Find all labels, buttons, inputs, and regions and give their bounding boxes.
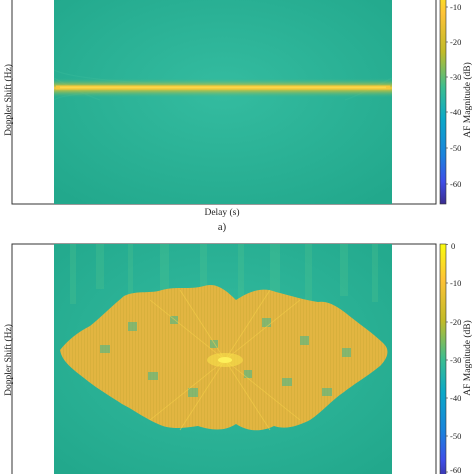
panel-b: Doppler Shift (Hz) 0 -10 -20 -30 -40 -50…	[3, 241, 473, 474]
panel-a-caption: a)	[218, 222, 227, 233]
panel-a-heatmap	[53, 0, 393, 204]
panel-a-cbar-tick-5: -60	[450, 179, 461, 189]
panel-b-colorbar-ticks	[446, 244, 448, 473]
panel-b-ylabel: Doppler Shift (Hz)	[3, 324, 14, 396]
panel-b-heatmap	[54, 244, 392, 474]
panel-b-cbar-tick-3: -30	[450, 355, 461, 365]
panel-b-cbar-tick-2: -20	[450, 317, 461, 327]
panel-b-peak	[218, 357, 232, 363]
panel-a-colorbar: -10 -20 -30 -40 -50 -60 AF Magnitude (dB…	[439, 0, 473, 205]
panel-a: Doppler Shift (Hz) Delay (s) a) -10 -20 …	[3, 0, 473, 233]
panel-a-cbar-tick-2: -30	[450, 72, 461, 82]
panel-b-cbar-tick-1: -10	[450, 278, 461, 288]
panel-b-cbar-tick-0: 0	[451, 241, 455, 251]
panel-a-cbar-tick-0: -10	[450, 2, 461, 12]
panel-b-cbar-tick-4: -40	[450, 393, 461, 403]
panel-a-cbar-tick-3: -40	[450, 107, 461, 117]
panel-b-cbar-tick-6: -60	[450, 465, 461, 474]
panel-b-cbar-tick-5: -50	[450, 431, 461, 441]
panel-a-ylabel: Doppler Shift (Hz)	[3, 64, 14, 136]
panel-a-cbar-tick-4: -50	[450, 143, 461, 153]
panel-b-colorbar: 0 -10 -20 -30 -40 -50 -60 AF Magnitude (…	[439, 241, 473, 474]
panel-a-cbar-tick-1: -20	[450, 37, 461, 47]
panel-b-colorbar-label: AF Magnitude (dB)	[462, 320, 473, 395]
panel-a-colorbar-ticks	[446, 6, 448, 185]
panel-a-xlabel: Delay (s)	[204, 207, 239, 218]
panel-a-colorbar-label: AF Magnitude (dB)	[462, 62, 473, 137]
